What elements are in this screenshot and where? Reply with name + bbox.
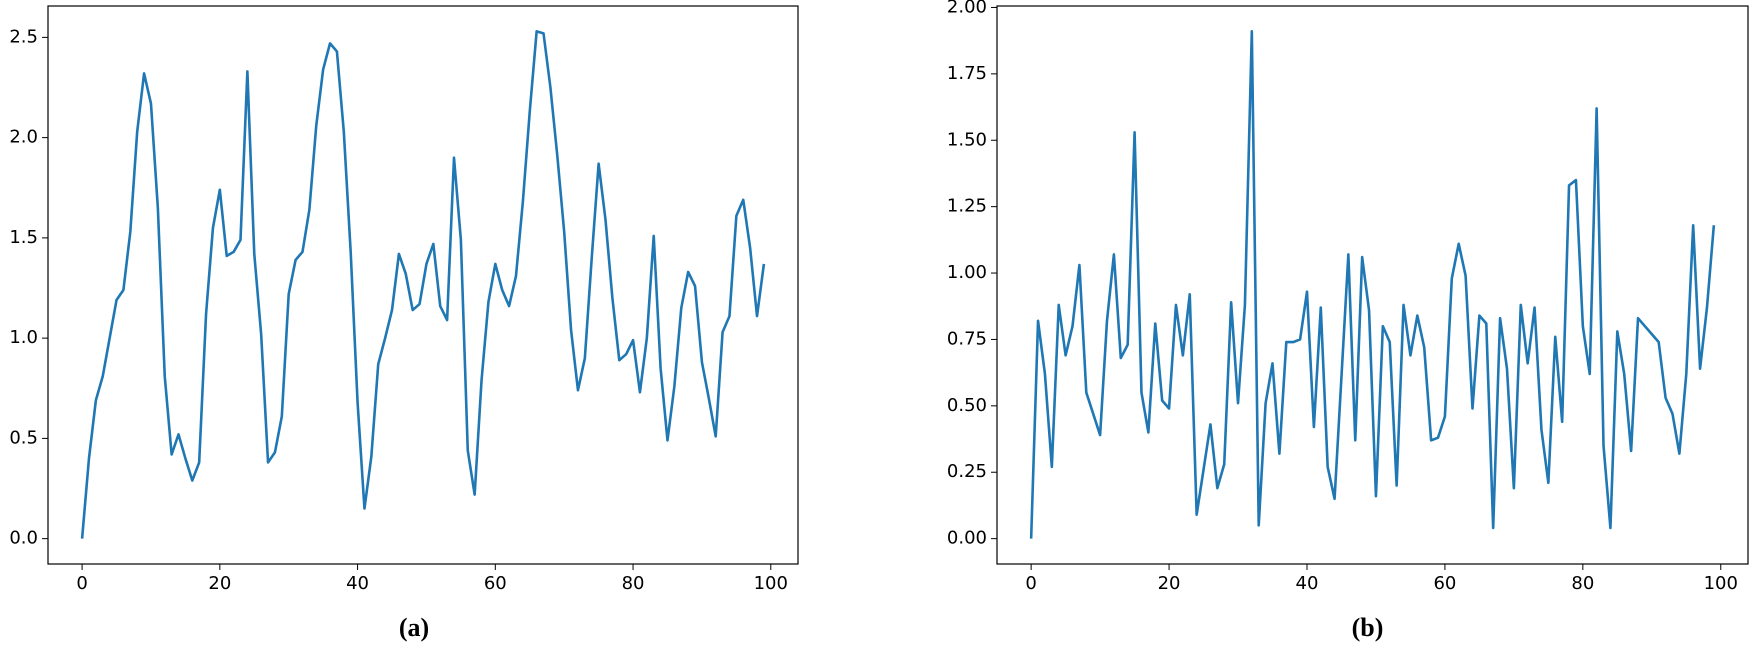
x-tick-label: 60 bbox=[484, 573, 507, 594]
x-tick-label: 40 bbox=[346, 573, 369, 594]
y-tick-label: 0.25 bbox=[947, 461, 987, 482]
y-tick-label: 1.50 bbox=[947, 129, 987, 150]
x-tick-label: 40 bbox=[1296, 573, 1319, 594]
x-tick-label: 20 bbox=[208, 573, 231, 594]
x-tick-label: 0 bbox=[76, 573, 87, 594]
y-tick-label: 0.0 bbox=[9, 528, 38, 549]
y-tick-label: 0.75 bbox=[947, 328, 987, 349]
x-tick-label: 60 bbox=[1433, 573, 1456, 594]
x-tick-label: 80 bbox=[1571, 573, 1594, 594]
x-tick-label: 20 bbox=[1158, 573, 1181, 594]
data-line bbox=[80, 30, 766, 539]
x-tick-label: 0 bbox=[1025, 573, 1036, 594]
x-tick-label: 100 bbox=[754, 573, 788, 594]
y-tick-label: 1.75 bbox=[947, 63, 987, 84]
y-tick-label: 2.5 bbox=[9, 26, 38, 47]
y-tick-label: 0.00 bbox=[947, 528, 987, 549]
y-tick-label: 0.5 bbox=[9, 427, 38, 448]
y-tick-label: 2.00 bbox=[947, 0, 987, 17]
y-tick-label: 1.0 bbox=[9, 327, 38, 348]
y-tick-label: 1.00 bbox=[947, 262, 987, 283]
y-tick-label: 1.5 bbox=[9, 227, 38, 248]
data-line bbox=[1029, 30, 1716, 539]
y-tick-label: 2.0 bbox=[9, 127, 38, 148]
caption: (a) bbox=[399, 613, 429, 642]
axes-frame bbox=[996, 5, 1749, 565]
axes-frame bbox=[47, 5, 799, 565]
x-tick-label: 80 bbox=[622, 573, 645, 594]
y-tick-label: 1.25 bbox=[947, 196, 987, 217]
y-tick-label: 0.50 bbox=[947, 395, 987, 416]
caption: (b) bbox=[1352, 613, 1384, 642]
x-tick-label: 100 bbox=[1704, 573, 1738, 594]
